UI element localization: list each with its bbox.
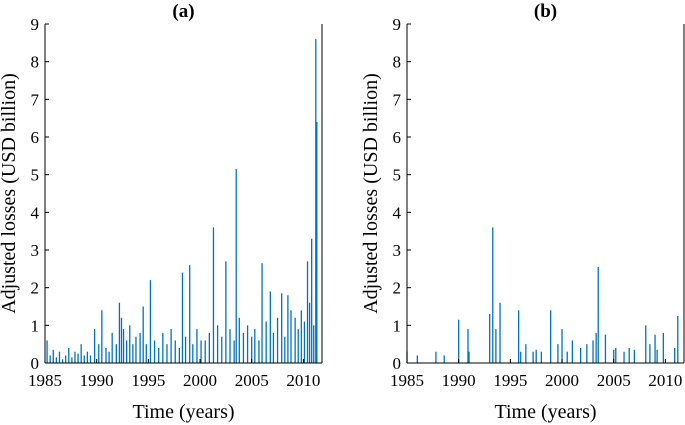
y-tick-label: 9 [393, 15, 402, 34]
y-tick-label: 5 [393, 166, 402, 185]
y-tick-label: 9 [31, 15, 40, 34]
y-tick-label: 8 [31, 53, 40, 72]
x-tick-label: 2005 [597, 371, 631, 390]
chart-panel-b: 0 1 2 3 4 5 6 7 8 9 1985 1990 1995 2000 2005 2010 (b) Tim… [360, 1, 685, 423]
y-tick-label: 4 [31, 203, 40, 222]
x-tick-label: 2000 [183, 371, 217, 390]
chart-panel-a: 0 1 2 3 4 5 6 7 8 9 1985 1990 1995 2000 2005 2010 (a) Tim… [0, 1, 323, 423]
x-tick-label: 1985 [390, 371, 424, 390]
y-tick-label: 1 [31, 316, 40, 335]
y-tick-label: 8 [393, 53, 402, 72]
y-tick-label: 2 [393, 279, 402, 298]
x-tick-label: 1990 [80, 371, 114, 390]
x-tick-label: 2010 [648, 371, 682, 390]
y-tick-label: 6 [393, 128, 402, 147]
y-tick-label: 6 [31, 128, 40, 147]
x-axis-label: Time (years) [494, 401, 596, 423]
y-tick-label: 0 [393, 354, 402, 373]
y-tick-label: 0 [31, 354, 40, 373]
y-tick-label: 7 [393, 90, 402, 109]
x-axis-label: Time (years) [132, 401, 234, 423]
y-tick-label: 4 [393, 203, 402, 222]
y-tick-label: 3 [393, 241, 402, 260]
x-tick-label: 1995 [131, 371, 165, 390]
x-tick-label: 2010 [286, 371, 320, 390]
y-tick-label: 5 [31, 166, 40, 185]
panel-title: (a) [172, 1, 194, 22]
x-tick-label: 1995 [493, 371, 527, 390]
x-tick-label: 1985 [28, 371, 62, 390]
x-tick-label: 2000 [545, 371, 579, 390]
x-tick-label: 1990 [442, 371, 476, 390]
y-tick-label: 2 [31, 279, 40, 298]
y-axis-label: Adjusted losses (USD billion) [0, 73, 20, 314]
y-tick-label: 7 [31, 90, 40, 109]
x-tick-label: 2005 [235, 371, 269, 390]
panel-title: (b) [534, 1, 557, 22]
y-tick-label: 1 [393, 316, 402, 335]
y-tick-label: 3 [31, 241, 40, 260]
y-axis-label: Adjusted losses (USD billion) [360, 73, 382, 314]
